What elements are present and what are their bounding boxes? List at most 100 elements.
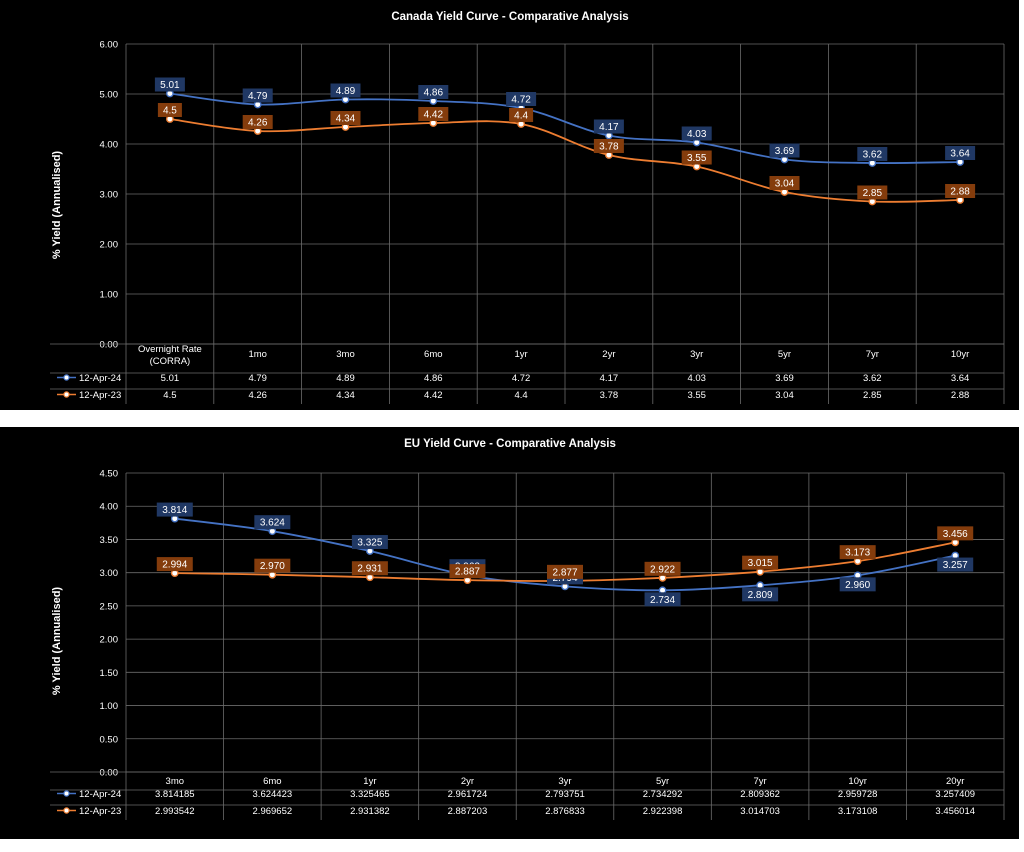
data-table-cell: 3.814185 <box>155 789 195 800</box>
series-2-data-label-box <box>418 107 449 121</box>
legend-entry-2: 12-Apr-23 <box>79 390 121 401</box>
data-table-cell: 4.42 <box>424 390 443 401</box>
x-category-label: 6mo <box>263 776 281 787</box>
series-2-data-label-box <box>593 139 624 153</box>
chart-title: EU Yield Curve - Comparative Analysis <box>404 438 616 450</box>
series-2-data-label-box <box>857 185 888 200</box>
data-table-cell: 4.26 <box>248 390 267 401</box>
data-table-cell: 4.17 <box>600 373 619 384</box>
x-category-label: 5yr <box>656 776 669 787</box>
legend-key-marker-2 <box>63 807 70 814</box>
series-2-data-label-box <box>945 184 976 198</box>
x-category-label: 1yr <box>514 349 527 360</box>
y-axis-title: % Yield (Annualised) <box>51 587 63 696</box>
series-1-data-label: 5.01 <box>160 80 180 91</box>
series-2-data-label: 3.456 <box>943 529 968 540</box>
data-table-cell: 2.931382 <box>350 806 390 817</box>
series-1-data-label: 3.624 <box>260 518 285 529</box>
series-2-data-label-box <box>547 564 583 579</box>
y-tick-label: 1.00 <box>100 290 119 301</box>
x-category-label: Overnight Rate (CORRA) <box>138 344 202 367</box>
series-2-data-label-box <box>156 557 193 572</box>
data-table-cell: 2.876833 <box>545 806 585 817</box>
data-table-cell: 4.79 <box>248 373 267 384</box>
x-category-label: 3mo <box>166 776 184 787</box>
series-2-data-label-box <box>254 558 291 573</box>
x-category-label: 1yr <box>363 776 376 787</box>
data-table-cell: 3.173108 <box>838 806 878 817</box>
series-1-data-label-box <box>681 126 712 141</box>
x-category-label: 1mo <box>248 349 266 360</box>
series-1-data-label: 4.03 <box>687 129 707 140</box>
series-1-data-label-box <box>242 88 273 103</box>
series-2-data-label: 3.173 <box>845 548 870 559</box>
chart-title: Canada Yield Curve - Comparative Analysi… <box>391 11 628 23</box>
series-2-data-label-box <box>157 103 182 117</box>
y-tick-label: 0.50 <box>100 734 119 745</box>
eu-chart-panel: EU Yield Curve - Comparative Analysis % Y… <box>0 427 1019 839</box>
data-table-cell: 3.55 <box>687 390 706 401</box>
series-1-data-label: 4.17 <box>599 122 619 133</box>
series-1-data-label-box <box>254 515 291 530</box>
data-table-cell: 3.325465 <box>350 789 390 800</box>
y-tick-label: 1.50 <box>100 668 119 679</box>
x-category-label: 5yr <box>778 349 791 360</box>
legend-key-marker-1 <box>63 374 70 381</box>
data-table-cell: 2.88 <box>951 390 970 401</box>
data-table-cell: 2.969652 <box>253 806 293 817</box>
series-2-data-label: 4.34 <box>336 114 356 125</box>
series-2-data-label: 4.4 <box>514 111 528 122</box>
data-table-cell: 3.624423 <box>253 789 293 800</box>
series-1-data-label: 3.325 <box>357 538 382 549</box>
data-table-cell: 4.5 <box>163 390 176 401</box>
y-tick-label: 4.50 <box>100 469 119 480</box>
y-tick-label: 6.00 <box>100 40 119 51</box>
series-2-data-label-box <box>242 115 273 129</box>
canada-chart-panel: Canada Yield Curve - Comparative Analysi… <box>0 0 1019 410</box>
series-1-data-label: 3.64 <box>950 149 970 160</box>
series-1-data-label: 4.89 <box>336 86 356 97</box>
data-table-cell: 4.72 <box>512 373 531 384</box>
legend-entry-1: 12-Apr-24 <box>79 789 121 800</box>
series-2-data-label: 4.5 <box>163 106 177 117</box>
series-2-data-label: 2.877 <box>552 567 577 578</box>
y-tick-label: 5.00 <box>100 90 119 101</box>
data-table-cell: 2.85 <box>863 390 882 401</box>
y-tick-label: 3.00 <box>100 190 119 201</box>
series-2-data-label: 2.994 <box>162 560 187 571</box>
series-2-data-label-box <box>509 108 534 122</box>
series-2-data-label-box <box>839 545 876 560</box>
x-category-label: 3mo <box>336 349 354 360</box>
data-table-cell: 2.793751 <box>545 789 585 800</box>
series-1-data-label: 3.814 <box>162 505 187 516</box>
data-table-cell: 2.922398 <box>643 806 683 817</box>
data-table-cell: 3.014703 <box>740 806 780 817</box>
series-1-data-label-box <box>418 85 449 99</box>
series-2-data-label: 2.85 <box>863 188 883 199</box>
y-tick-label: 2.00 <box>100 635 119 646</box>
y-tick-label: 3.00 <box>100 568 119 579</box>
data-table-cell: 3.69 <box>775 373 794 384</box>
series-1-data-label: 4.86 <box>424 88 444 99</box>
data-table-cell: 3.62 <box>863 373 882 384</box>
data-table-cell: 4.34 <box>336 390 355 401</box>
x-category-label: 10yr <box>848 776 866 787</box>
series-1-data-label-box <box>156 502 193 517</box>
legend-key-marker-2 <box>63 391 70 398</box>
series-1-data-label-box <box>330 83 361 98</box>
data-table-cell: 4.89 <box>336 373 355 384</box>
x-category-label: 10yr <box>951 349 969 360</box>
y-tick-label: 2.00 <box>100 240 119 251</box>
data-table-cell: 2.809362 <box>740 789 780 800</box>
series-line-1 <box>169 92 961 164</box>
data-table-cell: 4.4 <box>514 390 527 401</box>
series-2-data-label-box <box>449 564 486 579</box>
series-1-data-label: 2.960 <box>845 580 870 591</box>
canada-yield-chart: Canada Yield Curve - Comparative Analysi… <box>50 11 1005 404</box>
data-table-cell: 4.03 <box>687 373 706 384</box>
series-2-data-label: 2.88 <box>950 187 970 198</box>
legend-key-marker-1 <box>63 790 70 797</box>
series-1-data-label: 4.79 <box>248 91 268 102</box>
series-1-data-label: 2.734 <box>650 595 675 606</box>
series-1-data-label-box <box>839 577 876 592</box>
